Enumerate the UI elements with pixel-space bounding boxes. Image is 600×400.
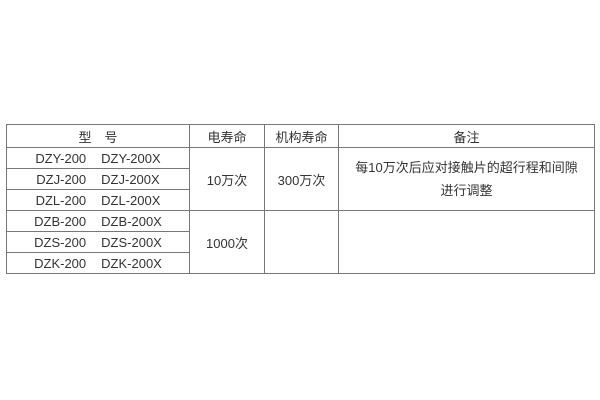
model-name: DZJ-200X [101, 171, 160, 187]
table-row: DZK-200 DZK-200X [6, 252, 595, 274]
spec-table-container: 型 号 电寿命 机构寿命 备注 DZY-200 DZY-200X 10万次 300… [6, 124, 595, 274]
model-name: DZL-200X [101, 192, 161, 208]
model-name: DZB-200 [34, 213, 87, 229]
model-cell-dzj: DZJ-200 DZJ-200X [6, 168, 190, 190]
header-row: 型 号 电寿命 机构寿命 备注 [6, 124, 595, 148]
model-cell-dzl: DZL-200 DZL-200X [6, 189, 190, 211]
model-name: DZS-200X [101, 234, 162, 250]
model-name: DZK-200 [34, 255, 87, 271]
mechanical-life-group1-cell: 300万次 [264, 147, 339, 211]
relay-life-spec-table: 型 号 电寿命 机构寿命 备注 DZY-200 DZY-200X 10万次 300… [6, 124, 595, 274]
remarks-group2-cell [338, 210, 595, 274]
header-electrical-life: 电寿命 [189, 124, 265, 148]
header-mechanical-life: 机构寿命 [264, 124, 339, 148]
table-row: DZL-200 DZL-200X [6, 189, 595, 211]
electrical-life-group1-cell: 10万次 [189, 147, 265, 211]
table-row: DZB-200 DZB-200X 1000次 [6, 210, 595, 274]
header-model: 型 号 [6, 124, 190, 148]
electrical-life-group2-cell: 1000次 [189, 210, 265, 274]
model-cell-dzk: DZK-200 DZK-200X [6, 252, 190, 274]
model-name: DZJ-200 [36, 171, 87, 187]
header-remarks: 备注 [338, 124, 595, 148]
table-row: DZJ-200 DZJ-200X [6, 168, 595, 190]
model-name: DZY-200 [35, 150, 87, 166]
remark-line: 每10万次后应对接触片的超行程和间隙 [355, 160, 578, 175]
table-row: DZY-200 DZY-200X 10万次 300万次 每10万次后应对接触片的超… [6, 147, 595, 211]
model-name: DZS-200 [34, 234, 87, 250]
model-cell-dzs: DZS-200 DZS-200X [6, 231, 190, 253]
model-cell-dzb: DZB-200 DZB-200X [6, 210, 190, 232]
model-name: DZL-200 [35, 192, 87, 208]
remark-line: 进行调整 [440, 183, 493, 198]
model-name: DZY-200X [101, 150, 161, 166]
model-name: DZK-200X [101, 255, 162, 271]
mechanical-life-group2-cell [264, 210, 339, 274]
model-cell-dzy: DZY-200 DZY-200X [6, 147, 190, 169]
remarks-group1-cell: 每10万次后应对接触片的超行程和间隙 进行调整 [338, 147, 595, 211]
model-name: DZB-200X [101, 213, 162, 229]
